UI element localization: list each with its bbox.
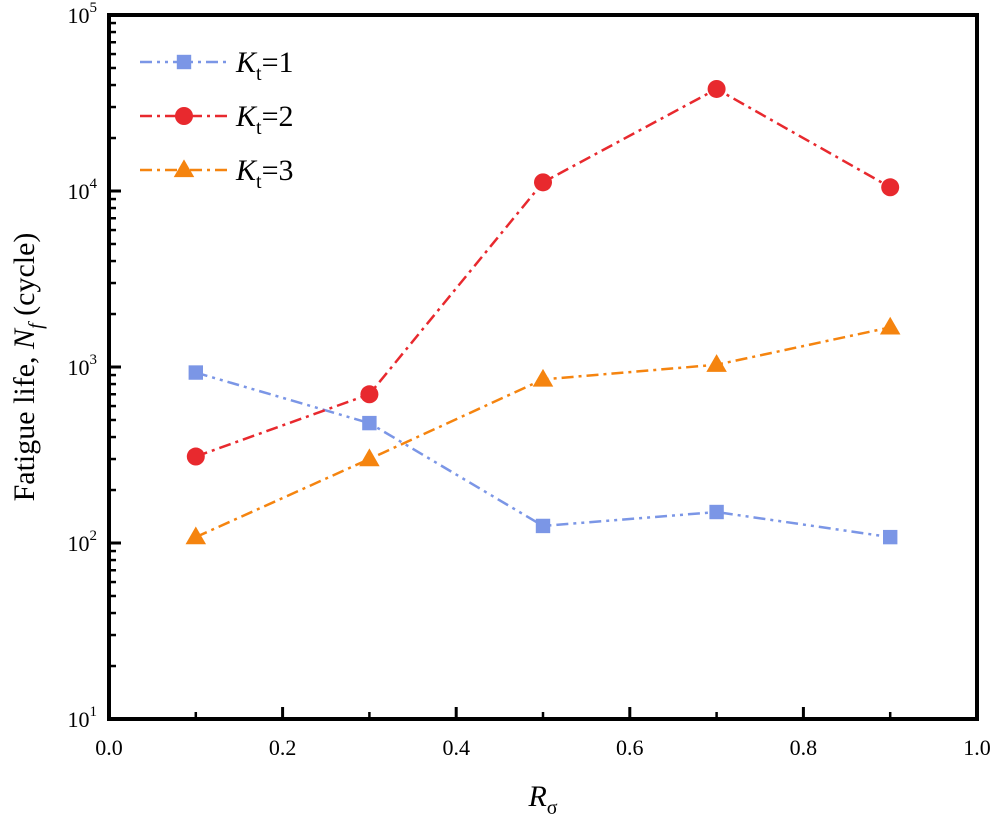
circle-marker	[534, 173, 552, 192]
plot-marks	[185, 79, 901, 545]
circle-marker	[175, 107, 193, 125]
y-axis-title: Fatigue life, Nf (cycle)	[8, 233, 47, 502]
y-tick-label: 102	[68, 528, 98, 556]
x-tick-label: 0.2	[269, 735, 297, 760]
triangle-marker	[359, 448, 380, 467]
circle-marker	[881, 178, 900, 197]
square-marker	[362, 415, 377, 431]
series-line	[195, 371, 891, 539]
y-tick-label: 103	[68, 352, 98, 380]
x-tick-label: 0.4	[442, 735, 470, 760]
square-marker	[709, 504, 724, 520]
legend-label: Kt=1	[235, 46, 294, 85]
square-marker	[188, 365, 203, 380]
triangle-marker	[879, 316, 901, 335]
legend-item-3: Kt=3	[140, 154, 294, 193]
square-marker	[535, 518, 551, 534]
axis-ticks: 0.0 0.2 0.4 0.6 0.8 1.0 101 102 103 104 105	[68, 0, 991, 760]
triangle-marker	[173, 159, 195, 178]
series-line	[195, 87, 891, 458]
square-marker	[883, 529, 898, 545]
x-tick-label: 1.0	[963, 735, 991, 760]
y-tick-label: 105	[68, 0, 98, 28]
legend-label: Kt=2	[235, 100, 294, 139]
x-axis-title: Rσ	[527, 780, 557, 819]
legend-item-2: Kt=2	[140, 100, 294, 139]
legend-item-1: Kt=1	[140, 46, 294, 85]
x-tick-label: 0.0	[95, 735, 123, 760]
series-1	[188, 365, 898, 545]
triangle-marker	[532, 368, 554, 387]
triangle-marker	[185, 526, 207, 545]
legend: Kt=1 Kt=2 Kt=3	[140, 46, 294, 193]
y-tick-label: 104	[68, 176, 98, 204]
series-2	[186, 79, 900, 466]
series-line	[195, 326, 891, 539]
square-marker	[176, 54, 192, 70]
triangle-marker	[706, 354, 727, 372]
series-3	[185, 316, 901, 545]
y-tick-label: 101	[68, 704, 98, 732]
x-tick-label: 0.8	[790, 735, 818, 760]
circle-marker	[186, 447, 205, 466]
circle-marker	[707, 79, 726, 98]
circle-marker	[360, 385, 379, 404]
x-tick-label: 0.6	[616, 735, 644, 760]
legend-label: Kt=3	[235, 154, 294, 193]
